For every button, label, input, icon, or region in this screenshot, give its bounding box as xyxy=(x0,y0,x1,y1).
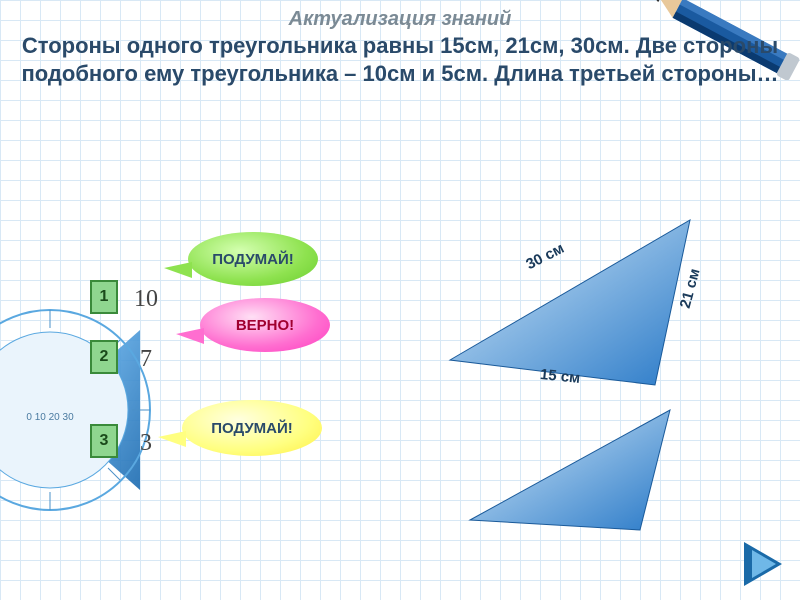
feedback-bubble-2: ВЕРНО! xyxy=(200,298,330,352)
option-button-1[interactable]: 1 xyxy=(90,280,118,314)
feedback-bubble-3: ПОДУМАЙ! xyxy=(182,400,322,456)
feedback-bubble-1: ПОДУМАЙ! xyxy=(188,232,318,286)
question-text: Стороны одного треугольника равны 15см, … xyxy=(20,32,780,87)
svg-text:0 10 20 30: 0 10 20 30 xyxy=(26,412,74,423)
feedback-text-1: ПОДУМАЙ! xyxy=(212,251,294,268)
diagram-triangle-small xyxy=(450,390,690,540)
option-button-2[interactable]: 2 xyxy=(90,340,118,374)
option-number-1: 1 xyxy=(100,288,109,306)
next-button[interactable] xyxy=(744,542,782,586)
option-number-2: 2 xyxy=(100,348,109,366)
protractor-decoration: 0 10 20 30 xyxy=(0,300,160,520)
option-value-2: 7 xyxy=(140,346,152,373)
feedback-text-2: ВЕРНО! xyxy=(236,317,294,334)
slide-title: Актуализация знаний xyxy=(0,8,800,31)
option-value-3: 3 xyxy=(140,430,152,457)
option-number-3: 3 xyxy=(100,432,109,450)
feedback-text-3: ПОДУМАЙ! xyxy=(211,420,293,437)
option-button-3[interactable]: 3 xyxy=(90,424,118,458)
option-value-1: 10 xyxy=(134,286,158,313)
